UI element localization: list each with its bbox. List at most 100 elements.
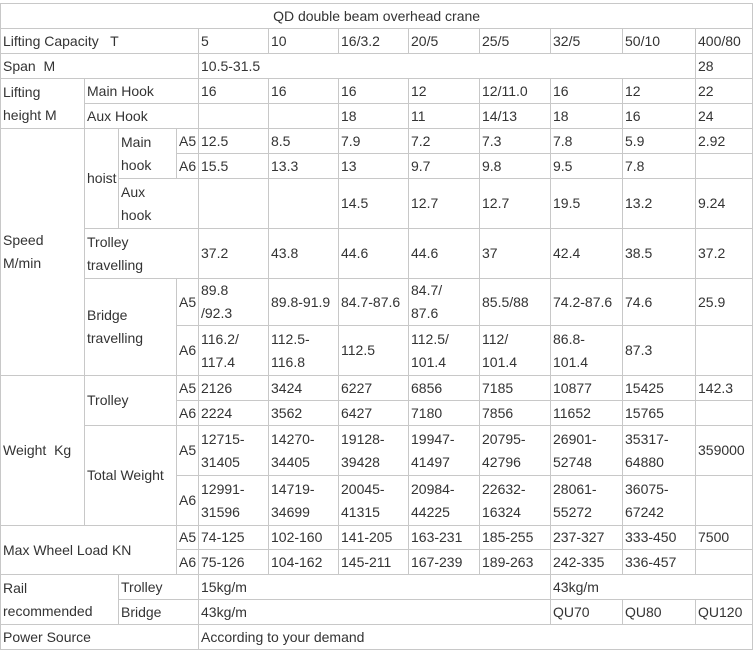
cell: 2224: [198, 400, 269, 426]
empty-cell: [694, 400, 754, 426]
cell: 16: [198, 78, 269, 104]
empty-cell: [198, 103, 269, 129]
cell: 84.7/ 87.6: [408, 278, 480, 326]
cell: A5: [176, 525, 199, 550]
cell: QU70: [550, 599, 623, 625]
cell: Main hook: [118, 128, 177, 179]
table-row: QD double beam overhead crane: [0, 3, 754, 29]
page: {"title": "QD double beam overhead crane…: [0, 3, 754, 655]
cell: 16: [268, 78, 339, 104]
cell: 6856: [408, 375, 480, 401]
cell: 74.2-87.6: [550, 278, 623, 326]
cell: Bridge: [118, 599, 199, 625]
cell: 7.8: [550, 128, 623, 154]
cell: A5: [176, 375, 199, 401]
cell: QU120: [694, 599, 754, 625]
cell: 24: [694, 103, 754, 129]
cell: A6: [176, 325, 199, 376]
cell: 84.7-87.6: [338, 278, 409, 326]
cell: 102-160: [268, 525, 339, 550]
table-row: Lifting Capacity T 5 10 16/3.2 20/5 25/5 32/5 5…: [0, 28, 754, 54]
table-row: Max Wheel Load KN A5 74-125 102-160 141-205 1…: [0, 525, 754, 575]
cell: 16/3.2: [338, 28, 409, 54]
cell: 167-239: [408, 549, 480, 575]
cell: A5: [176, 128, 199, 154]
cell: 89.8-91.9: [268, 278, 339, 326]
cell: 112.5/ 101.4: [408, 325, 480, 376]
cell: 43.8: [268, 228, 339, 279]
cell: 74.6: [622, 278, 696, 326]
cell: 141-205: [338, 525, 409, 550]
cell: Weight Kg: [0, 375, 85, 526]
table-row: Rail recommended Trolley 15kg/m 43kg/m: [0, 574, 754, 625]
cell: 9.5: [550, 153, 623, 179]
table-row: Trolley travelling 37.2 43.8 44.6 44.6 37 42.4…: [1, 228, 754, 279]
empty-cell: [694, 475, 754, 526]
cell: 7.2: [408, 128, 480, 154]
cell: 333-450: [622, 525, 696, 550]
table-row: A6 15.5 13.3 13 9.7 9.8 9.5 7.8: [1, 153, 754, 179]
cell: 9.7: [408, 153, 480, 179]
table-row: Aux hook 14.5 12.7 12.7 19.5 13.2 9.24: [1, 178, 754, 229]
empty-cell: [268, 178, 339, 229]
cell: 7185: [479, 375, 551, 401]
cell: 7.3: [479, 128, 551, 154]
cell: Trolley: [84, 375, 177, 426]
cell: 44.6: [408, 228, 480, 279]
cell: Trolley: [118, 574, 199, 600]
cell: 185-255: [479, 525, 551, 550]
table-row: Total Weight A5 12715- 31405 14270- 34405 19…: [1, 425, 754, 526]
cell: 43kg/m: [549, 574, 754, 600]
cell: 20045- 41315: [338, 475, 409, 526]
cell: 13.2: [622, 178, 696, 229]
cell: 18: [338, 103, 409, 129]
cell: QU80: [622, 599, 696, 625]
cell: 11: [408, 103, 480, 129]
cell: Bridge travelling: [84, 278, 177, 376]
empty-cell: [694, 325, 754, 376]
cell: 19128- 39428: [338, 425, 409, 476]
cell: hoist: [84, 128, 119, 229]
cell: 16: [338, 78, 409, 104]
table-row: Bridge 43kg/m QU70 QU80 QU120: [1, 599, 754, 625]
cell: 12.7: [408, 178, 480, 229]
cell: 7500: [694, 525, 754, 550]
cell: 18: [550, 103, 623, 129]
cell: Power Source: [0, 624, 199, 650]
cell: 112/ 101.4: [479, 325, 551, 376]
cell: 9.8: [479, 153, 551, 179]
cell: 35317- 64880: [622, 425, 696, 476]
cell: A6: [176, 549, 199, 575]
table-row: Span M 10.5-31.5 28: [0, 53, 754, 79]
cell: 89.8 /92.3: [198, 278, 269, 326]
cell: 336-457: [622, 549, 696, 575]
cell: 7856: [479, 400, 551, 426]
cell: 12: [408, 78, 480, 104]
cell: 22: [694, 78, 754, 104]
empty-cell: [694, 549, 754, 575]
cell: A5: [176, 278, 199, 326]
cell: 74-125: [198, 525, 269, 550]
cell: 16: [622, 103, 696, 129]
cell: 15.5: [198, 153, 269, 179]
cell: 6427: [338, 400, 409, 426]
table-row: A6 75-126 104-162 145-211 167-239 189-263 242-…: [1, 549, 754, 575]
cell: 3424: [268, 375, 339, 401]
cell: 3562: [268, 400, 339, 426]
cell: Total Weight: [84, 425, 177, 526]
cell: 189-263: [479, 549, 551, 575]
cell: 12/11.0: [479, 78, 551, 104]
table-row: A6 12991- 31596 14719- 34699 20045- 41315 20…: [1, 475, 754, 526]
cell: 7.9: [338, 128, 409, 154]
cell: 43kg/m: [198, 599, 551, 625]
cell: 112.5- 116.8: [268, 325, 339, 376]
table-row: Bridge travelling A5 89.8 /92.3 89.8-91.9 84…: [1, 278, 754, 376]
cell: Max Wheel Load KN: [0, 525, 177, 575]
cell: 28061- 55272: [550, 475, 623, 526]
cell: 28: [694, 53, 754, 79]
cell: A5: [176, 425, 199, 476]
cell: 22632- 16324: [479, 475, 551, 526]
cell: 13: [338, 153, 409, 179]
cell: 32/5: [550, 28, 623, 54]
cell: 6227: [338, 375, 409, 401]
